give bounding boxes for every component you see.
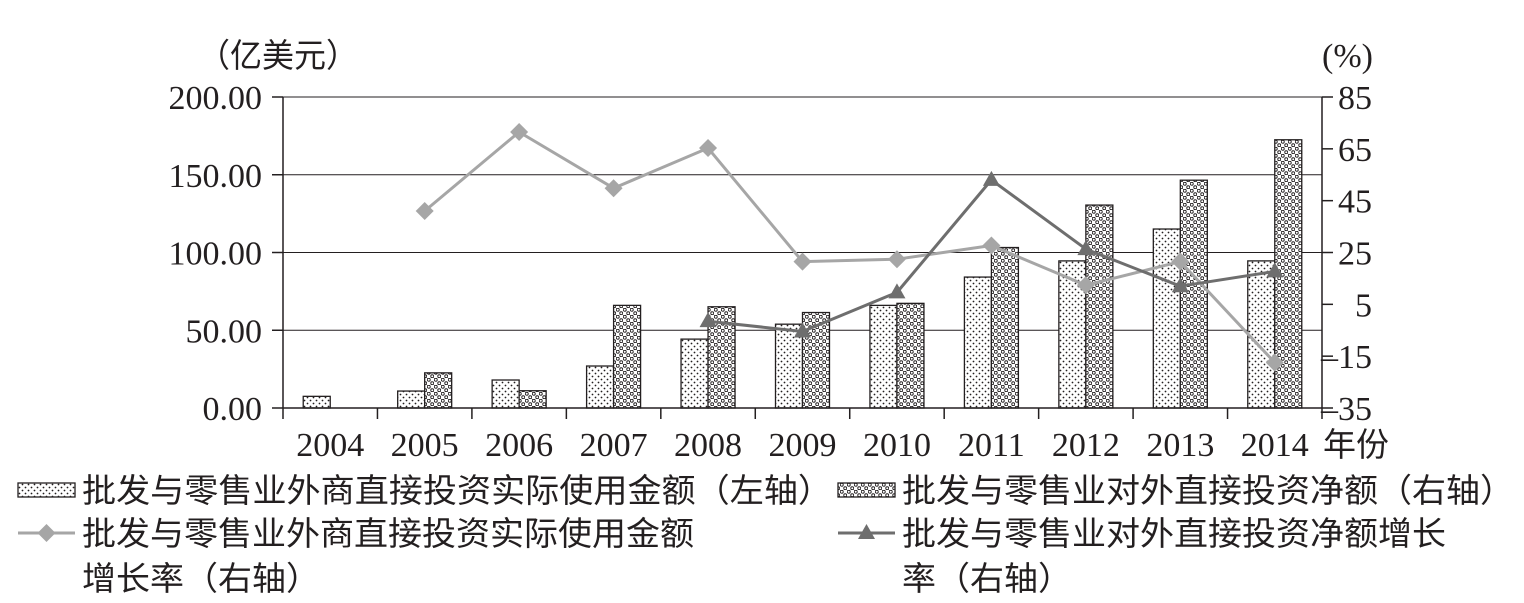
legend-label-line-1: 批发与零售业对外直接投资净额增长 xyxy=(902,514,1446,553)
diamond-point-2009 xyxy=(793,252,812,271)
x-tick-label: 2006 xyxy=(485,427,553,464)
bar-dots-2009 xyxy=(774,323,804,409)
bar-rings-2005 xyxy=(424,372,453,409)
bar-dots-2008 xyxy=(680,338,709,409)
bar-rings-2006 xyxy=(518,390,547,409)
series-line-diamond xyxy=(423,130,1276,364)
right-tick-label: –15 xyxy=(1320,339,1372,376)
line-series-diamond xyxy=(415,122,1284,372)
bar-dots-2014 xyxy=(1247,260,1276,409)
bar-rings-2013 xyxy=(1179,179,1208,409)
legend-label: 批发与零售业外商直接投资实际使用金额（左轴） xyxy=(82,471,832,510)
x-tick-label: 2005 xyxy=(391,427,459,464)
right-tick-label: 25 xyxy=(1338,236,1372,273)
legend-item-3: 批发与零售业外商直接投资实际使用金额增长率（右轴） xyxy=(18,514,694,598)
triangle-point-2008 xyxy=(699,312,717,328)
tick-labels: 0.00 50.00 100.00 150.00 200.00 –35 –15 5 25 45 65… xyxy=(169,80,1373,464)
legend-label: 批发与零售业对外直接投资净额增长率（右轴） xyxy=(902,514,1446,598)
left-tick-label: 200.00 xyxy=(169,80,263,117)
right-tick-label: 85 xyxy=(1338,80,1372,117)
right-tick-label: 45 xyxy=(1338,184,1372,221)
legend-label: 批发与零售业对外直接投资净额（右轴） xyxy=(902,471,1514,510)
triangle-point-2009 xyxy=(794,322,811,338)
right-axis-title: (%) xyxy=(1322,38,1373,75)
triangle-point-2014 xyxy=(1266,262,1284,278)
bar-dots-2007 xyxy=(585,365,615,409)
bar-series-rings xyxy=(424,139,1303,409)
diamond-point-2013 xyxy=(1171,252,1190,271)
x-tick-label: 2004 xyxy=(296,427,364,464)
diamond-point-2012 xyxy=(1076,276,1095,295)
bar-dots-2011 xyxy=(963,276,993,409)
x-tick-label: 2008 xyxy=(674,427,742,464)
bar-dots-2010 xyxy=(869,304,898,409)
left-axis-title: （亿美元） xyxy=(198,36,358,75)
bar-dots-2005 xyxy=(397,390,426,409)
legend-label-line-2: 率（右轴） xyxy=(902,559,1072,598)
right-tick-label: 5 xyxy=(1355,287,1372,324)
x-tick-label: 2013 xyxy=(1146,427,1214,464)
legend-item-2: 批发与零售业对外直接投资净额（右轴） xyxy=(837,471,1514,510)
legend-swatch-dots xyxy=(17,482,76,498)
legend-label-line-1: 批发与零售业外商直接投资实际使用金额 xyxy=(82,514,694,553)
line-series-triangle xyxy=(699,170,1284,338)
bar-dots-2004 xyxy=(302,395,331,409)
bar-dots-2013 xyxy=(1152,228,1181,409)
left-tick-label: 100.00 xyxy=(169,236,263,273)
legend-item-4: 批发与零售业对外直接投资净额增长率（右轴） xyxy=(838,514,1446,598)
diamond-point-2010 xyxy=(887,250,906,269)
triangle-point-2011 xyxy=(982,170,1000,186)
x-tick-label: 2007 xyxy=(580,427,648,464)
diamond-point-2006 xyxy=(510,122,529,141)
triangle-point-2013 xyxy=(1171,277,1189,293)
right-tick-label: –35 xyxy=(1320,391,1372,428)
legend-triangle-marker xyxy=(858,524,875,539)
diamond-point-2014 xyxy=(1265,353,1284,372)
diamond-point-2011 xyxy=(982,236,1001,255)
bar-rings-2007 xyxy=(612,304,642,409)
legend-label: 批发与零售业外商直接投资实际使用金额增长率（右轴） xyxy=(82,514,694,598)
diamond-point-2005 xyxy=(415,202,434,221)
x-tick-label: 2014 xyxy=(1241,427,1309,464)
axes xyxy=(272,96,1333,419)
bar-dots-2006 xyxy=(491,379,520,409)
bar-rings-2011 xyxy=(990,246,1020,409)
legend: 批发与零售业外商直接投资实际使用金额（左轴） 批发与零售业对外直接投资净额（右轴）… xyxy=(17,471,1514,598)
diamond-point-2008 xyxy=(699,139,718,158)
right-tick-label: 65 xyxy=(1338,132,1372,169)
x-tick-label: 2011 xyxy=(958,427,1025,464)
x-axis-title: 年份 xyxy=(1323,425,1389,464)
bar-rings-2010 xyxy=(896,302,925,409)
x-tick-label: 2012 xyxy=(1052,427,1120,464)
legend-item-1: 批发与零售业外商直接投资实际使用金额（左轴） xyxy=(17,471,832,510)
left-tick-label: 0.00 xyxy=(203,391,263,428)
left-tick-label: 150.00 xyxy=(169,158,263,195)
legend-label-line-2: 增长率（右轴） xyxy=(82,559,320,598)
diamond-point-2007 xyxy=(604,179,623,198)
x-tick-label: 2010 xyxy=(863,427,931,464)
x-tick-label: 2009 xyxy=(769,427,837,464)
left-tick-label: 50.00 xyxy=(186,313,263,350)
legend-swatch-rings xyxy=(837,482,896,498)
legend-diamond-marker xyxy=(37,524,56,542)
triangle-point-2012 xyxy=(1077,240,1095,256)
bar-rings-2012 xyxy=(1085,204,1114,409)
triangle-point-2010 xyxy=(888,283,906,299)
